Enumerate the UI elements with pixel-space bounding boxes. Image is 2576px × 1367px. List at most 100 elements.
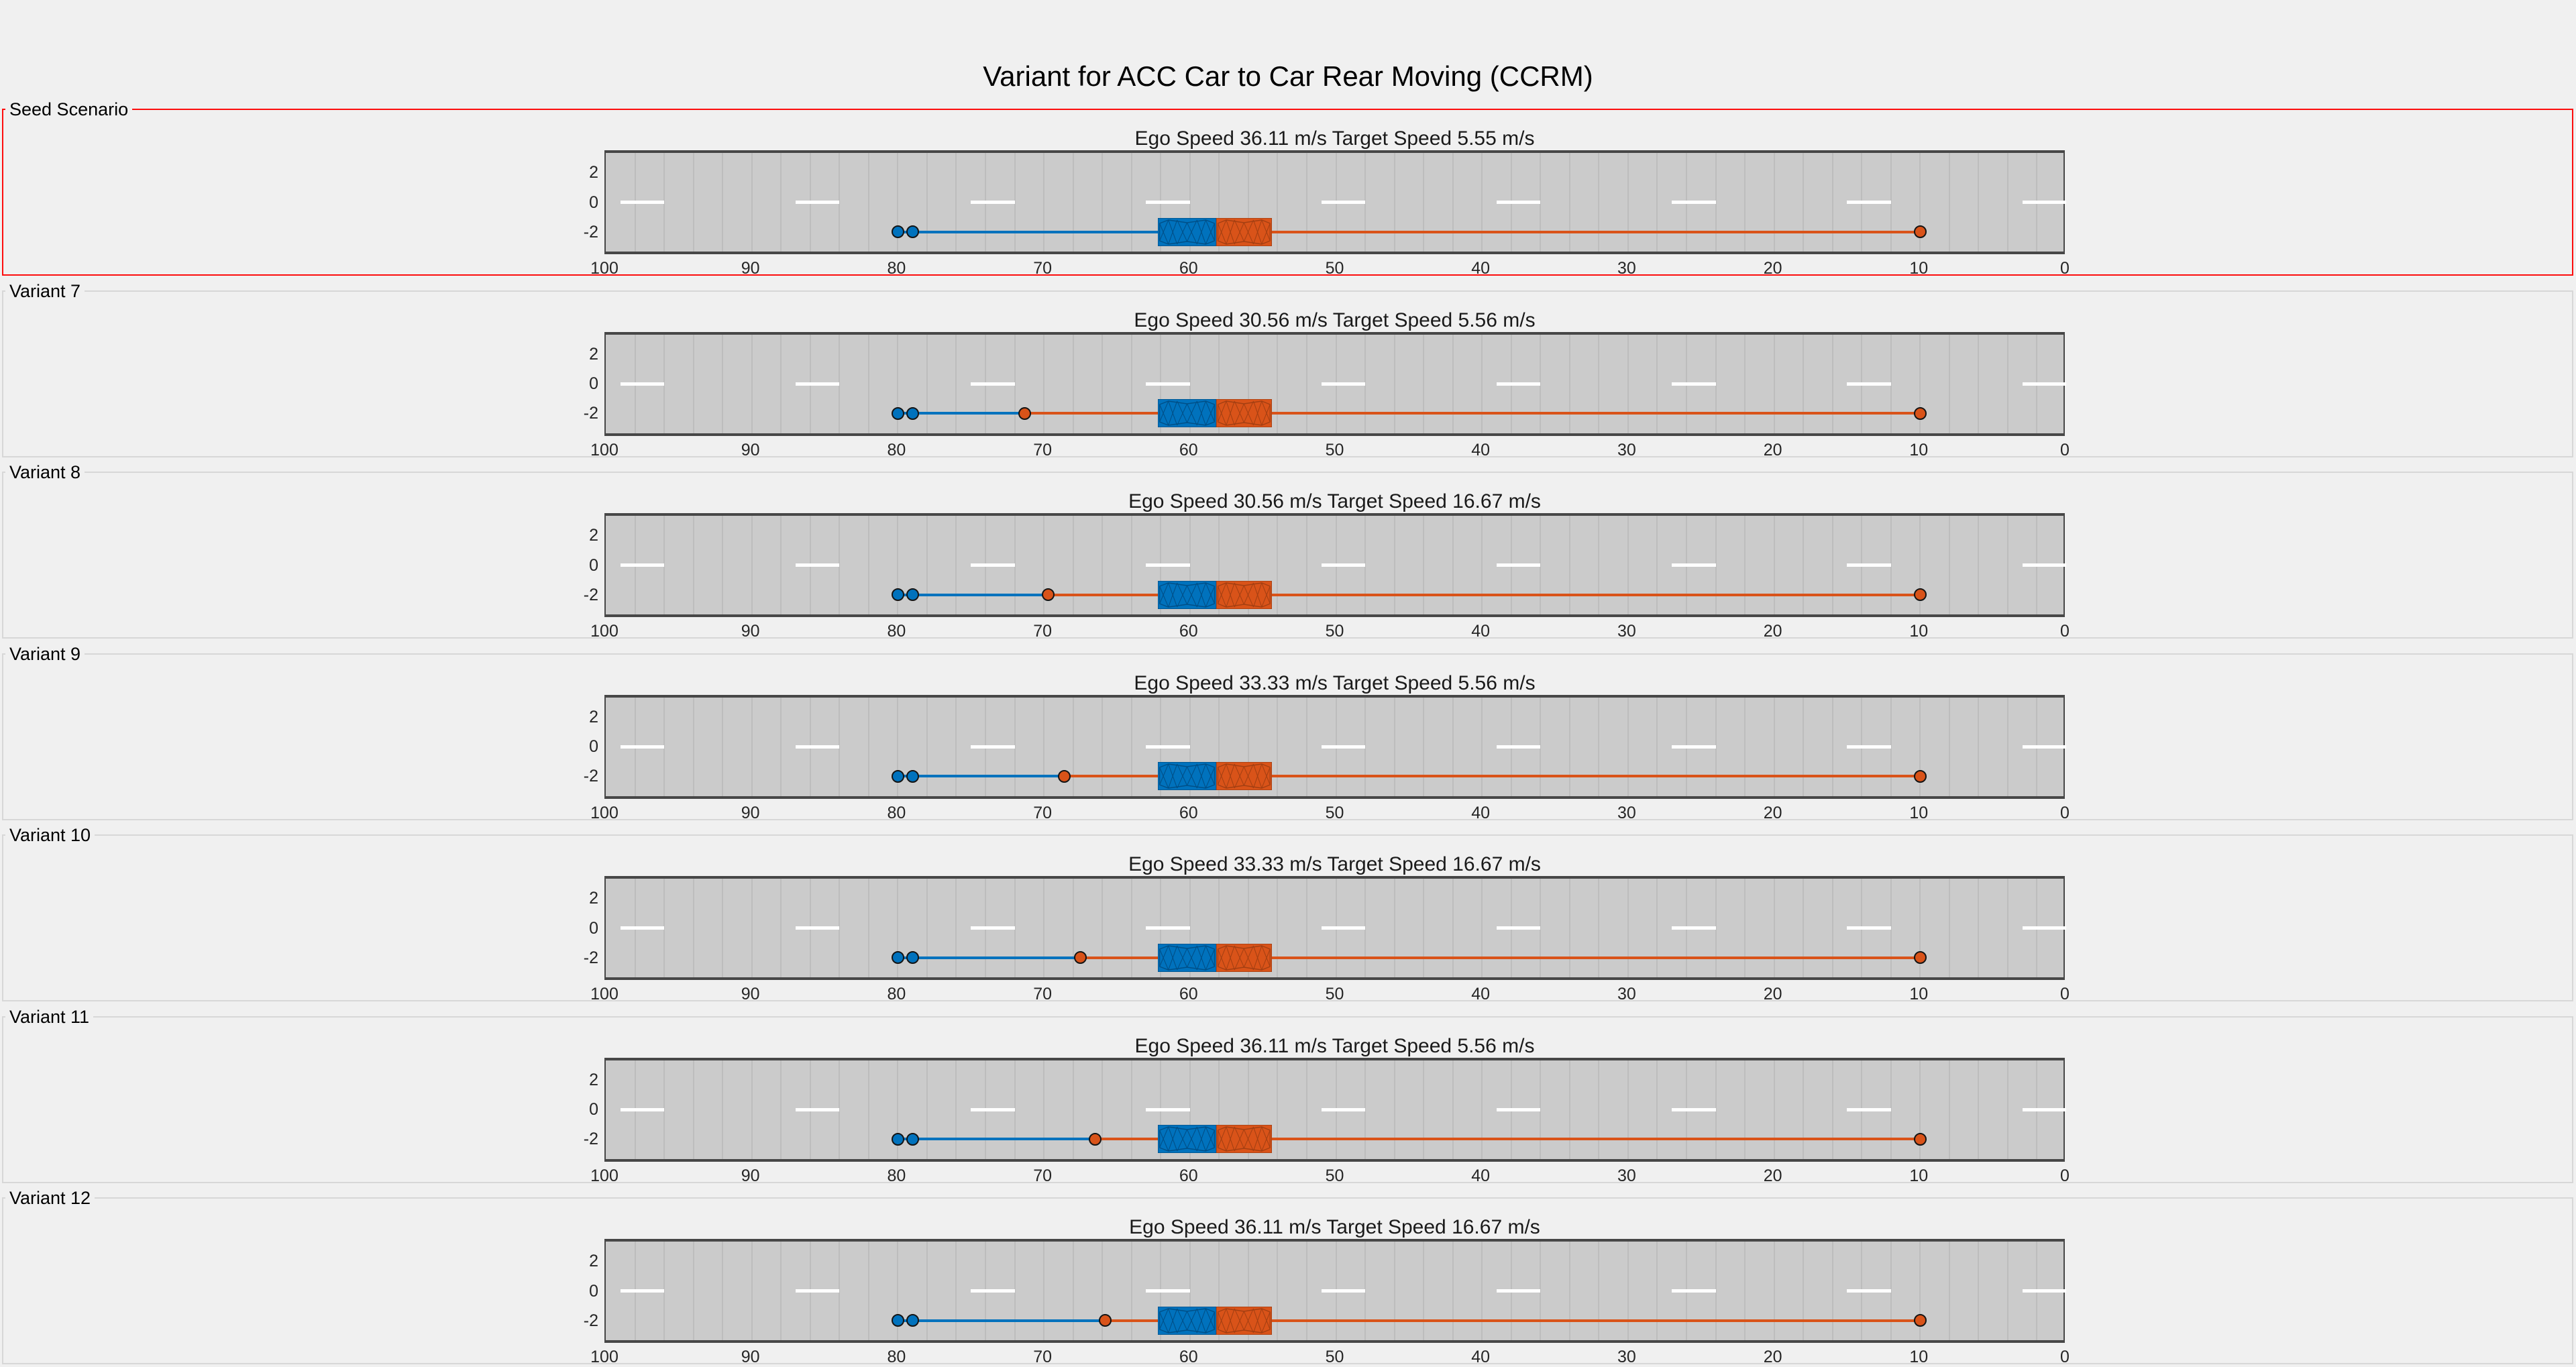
road-section-gridline [1102, 516, 1104, 614]
x-tick-label: 0 [2060, 1348, 2070, 1366]
x-tick-label: 20 [1763, 985, 1782, 1003]
road-section-gridline [1364, 1242, 1366, 1340]
target-path-line [1024, 412, 1921, 415]
road-section-gridline [1831, 1060, 1833, 1159]
road-section-gridline [722, 516, 724, 614]
road-section-gridline [1568, 1242, 1570, 1340]
road-section-gridline [867, 153, 869, 252]
road-section-gridline [897, 1060, 899, 1159]
lane-marking-dash [1496, 745, 1541, 749]
lane-marking-dash [1146, 745, 1190, 749]
road [604, 1239, 2066, 1343]
road-section-gridline [1715, 1242, 1717, 1340]
lane-marking-dash [2022, 926, 2066, 930]
panel-label: Variant 10 [5, 824, 95, 846]
lane-marking-dash [971, 745, 1015, 749]
x-tick-label: 30 [1617, 440, 1636, 459]
y-tick-label: 2 [589, 1252, 598, 1271]
road-section-gridline [1773, 1242, 1775, 1340]
target-vehicle [1216, 1306, 1272, 1335]
road-section-gridline [1831, 879, 1833, 977]
road-section-gridline [1978, 334, 1980, 433]
road-section-gridline [722, 697, 724, 796]
road-section-gridline [1189, 1242, 1191, 1340]
road-section-gridline [1043, 1060, 1045, 1159]
road-section-gridline [780, 697, 782, 796]
lane-marking-dash [1146, 382, 1190, 386]
target-path-line [1105, 1319, 1921, 1322]
ego-waypoint-dot [906, 1132, 919, 1146]
road-section-gridline [1540, 1060, 1542, 1159]
road-section-gridline [1130, 697, 1132, 796]
x-tick-label: 50 [1325, 1348, 1344, 1366]
road-section-gridline [1072, 516, 1074, 614]
ego-waypoint-dot [891, 406, 904, 420]
road-section-gridline [1919, 879, 1921, 977]
road-section-gridline [955, 153, 957, 252]
target-waypoint-dot [1913, 1314, 1927, 1327]
road-section-gridline [1919, 1060, 1921, 1159]
road-section-gridline [1277, 153, 1279, 252]
ego-waypoint-dot [891, 225, 904, 239]
target-vehicle [1216, 1125, 1272, 1153]
road-section-gridline [897, 516, 899, 614]
y-tick-label: 2 [589, 889, 598, 908]
y-tick-label: 0 [589, 193, 598, 212]
road-section-gridline [1043, 1242, 1045, 1340]
lane-marking-dash [1146, 563, 1190, 567]
road-section-gridline [1540, 334, 1542, 433]
scenario-panel: Variant 12 Ego Speed 36.11 m/s Target Spe… [2, 1187, 2573, 1366]
x-tick-label: 50 [1325, 803, 1344, 822]
road-section-gridline [2006, 1242, 2008, 1340]
road-section-gridline [1130, 334, 1132, 433]
x-tick-label: 20 [1763, 803, 1782, 822]
road-section-gridline [780, 1242, 782, 1340]
road [604, 331, 2066, 436]
x-tick-label: 100 [590, 259, 619, 278]
ego-path-line [898, 1138, 1095, 1141]
road-section-gridline [1948, 334, 1950, 433]
road-section-gridline [1656, 153, 1658, 252]
x-tick-label: 50 [1325, 440, 1344, 459]
lane-marking-dash [796, 745, 840, 749]
panel-label: Variant 12 [5, 1187, 95, 1209]
y-tick-label: 0 [589, 1100, 598, 1119]
x-tick-label: 80 [887, 1348, 906, 1366]
road-section-gridline [1247, 697, 1249, 796]
x-tick-label: 50 [1325, 622, 1344, 641]
road-section-gridline [1715, 1060, 1717, 1159]
road-section-gridline [1189, 697, 1191, 796]
road-section-gridline [1277, 697, 1279, 796]
road-section-gridline [1627, 1242, 1629, 1340]
x-tick-label: 90 [741, 259, 760, 278]
ego-vehicle [1157, 1306, 1216, 1335]
road-section-gridline [1130, 516, 1132, 614]
lane-marking-dash [1847, 1289, 1891, 1293]
road-section-gridline [1043, 516, 1045, 614]
y-tick-label: -2 [583, 767, 598, 786]
road-section-gridline [1393, 516, 1395, 614]
x-tick-label: 30 [1617, 259, 1636, 278]
road-section-gridline [1744, 516, 1746, 614]
road-section-gridline [926, 1242, 928, 1340]
lane-marking-dash [1672, 382, 1716, 386]
x-tick-label: 0 [2060, 985, 2070, 1003]
x-tick-label: 80 [887, 440, 906, 459]
road-section-gridline [1744, 1242, 1746, 1340]
lane-marking-dash [1496, 1107, 1541, 1111]
road-section-gridline [926, 334, 928, 433]
road-section-gridline [1102, 334, 1104, 433]
road-section-gridline [1423, 1060, 1425, 1159]
road-section-gridline [1305, 153, 1307, 252]
road-section-gridline [1189, 334, 1191, 433]
target-path-line [1064, 775, 1921, 778]
x-tick-label: 50 [1325, 1166, 1344, 1185]
lane-marking-dash [1847, 1107, 1891, 1111]
road-section-gridline [1540, 516, 1542, 614]
road-section-gridline [1481, 697, 1483, 796]
target-waypoint-dot [1913, 951, 1927, 965]
road-section-gridline [1656, 1060, 1658, 1159]
ego-waypoint-dot [906, 225, 919, 239]
road-section-gridline [1803, 697, 1805, 796]
